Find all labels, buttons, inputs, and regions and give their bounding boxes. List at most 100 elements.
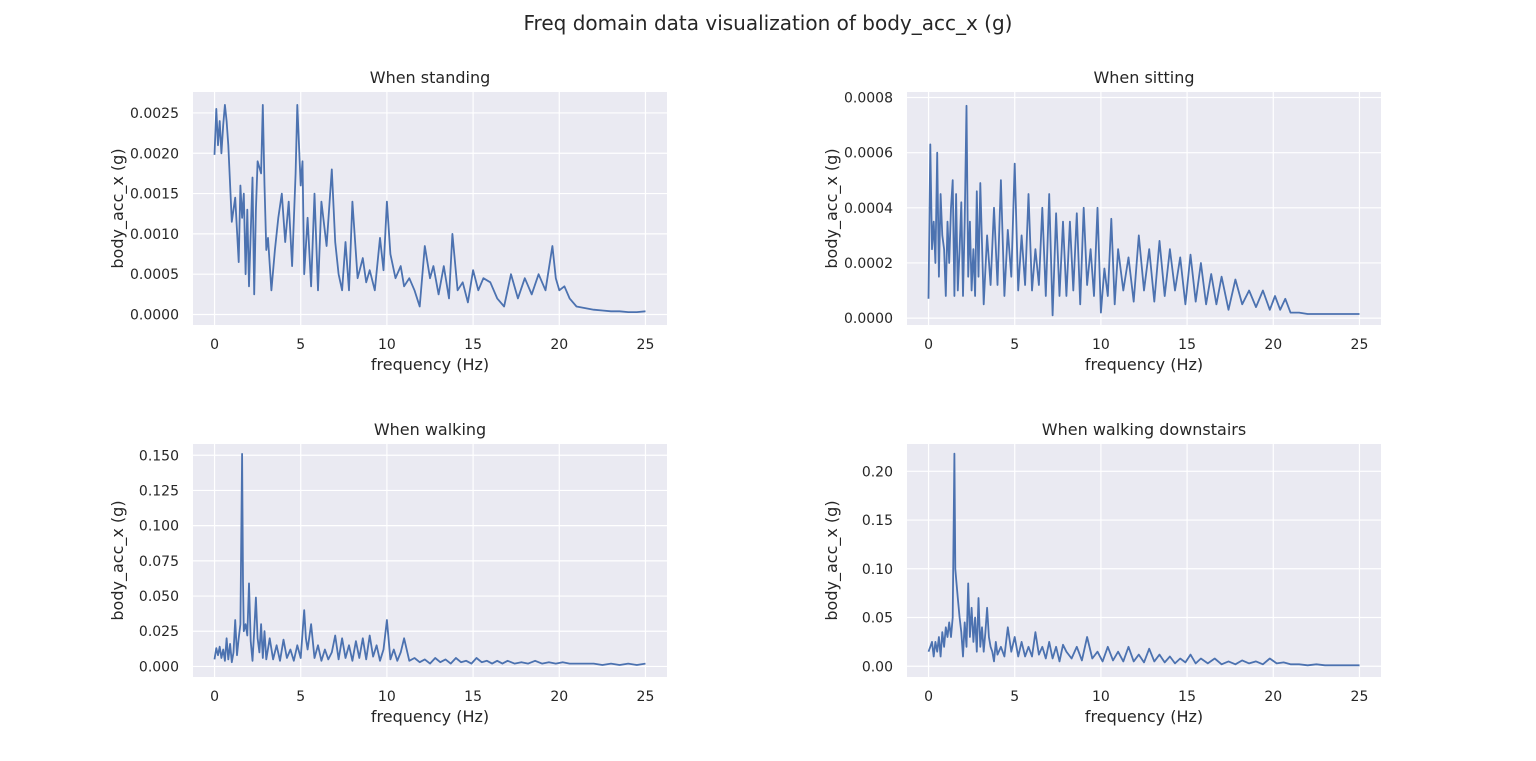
x-tick-label: 25: [637, 337, 655, 353]
data-point: [1000, 646, 1001, 647]
x-tick-label: 0: [924, 689, 933, 705]
data-point: [467, 302, 468, 303]
data-point: [1087, 285, 1088, 286]
data-point: [1123, 661, 1124, 662]
data-point: [321, 660, 322, 661]
data-point: [1164, 662, 1165, 663]
data-point: [1249, 290, 1250, 291]
data-point: [1138, 654, 1139, 655]
data-point: [1169, 656, 1170, 657]
data-point: [971, 290, 972, 291]
data-point: [1256, 307, 1257, 308]
data-point: [481, 662, 482, 663]
data-point: [424, 659, 425, 660]
x-tick-label: 5: [1010, 689, 1019, 705]
data-point: [264, 631, 265, 632]
data-point: [226, 638, 227, 639]
data-point: [1014, 163, 1015, 164]
data-point: [521, 662, 522, 663]
data-point: [1083, 207, 1084, 208]
x-tick-label: 20: [1264, 689, 1282, 705]
data-point: [957, 598, 958, 599]
data-point: [357, 278, 358, 279]
data-point: [443, 266, 444, 267]
data-point: [645, 311, 646, 312]
data-point: [966, 646, 967, 647]
data-point: [400, 652, 401, 653]
data-point: [1269, 658, 1270, 659]
data-point: [1076, 213, 1077, 214]
x-tick-label: 10: [1092, 337, 1110, 353]
data-point: [1021, 641, 1022, 642]
data-point: [430, 278, 431, 279]
data-point: [374, 290, 375, 291]
data-point: [1049, 641, 1050, 642]
data-point: [954, 296, 955, 297]
data-point: [538, 274, 539, 275]
data-point: [414, 290, 415, 291]
data-point: [1154, 661, 1155, 662]
data-point: [259, 652, 260, 653]
data-point: [504, 306, 505, 307]
x-tick-label: 25: [1351, 689, 1369, 705]
data-point: [931, 641, 932, 642]
data-point: [221, 657, 222, 658]
data-point: [1062, 221, 1063, 222]
data-point: [288, 201, 289, 202]
data-point: [359, 657, 360, 658]
data-point: [1175, 290, 1176, 291]
data-point: [1107, 296, 1108, 297]
data-point: [362, 638, 363, 639]
y-tick-label: 0.0000: [844, 311, 893, 327]
data-point: [249, 583, 250, 584]
data-point: [261, 173, 262, 174]
data-point: [1128, 257, 1129, 258]
subplot-walking-downstairs: 0 5 10 15 20 25 0.00 0.05 0.10 0.15 0.20 When walki…: [822, 420, 1381, 726]
data-point: [1333, 665, 1334, 666]
data-point: [352, 201, 353, 202]
data-point: [1269, 309, 1270, 310]
data-point: [619, 665, 620, 666]
data-point: [243, 193, 244, 194]
data-point: [562, 662, 563, 663]
data-point: [944, 249, 945, 250]
data-point: [1128, 646, 1129, 647]
data-point: [433, 266, 434, 267]
data-point: [1169, 249, 1170, 250]
data-point: [404, 638, 405, 639]
data-point: [1097, 207, 1098, 208]
data-point: [305, 638, 306, 639]
data-point: [961, 632, 962, 633]
data-point: [976, 651, 977, 652]
data-point: [424, 245, 425, 246]
data-point: [1195, 301, 1196, 302]
data-point: [1123, 290, 1124, 291]
x-tick-label: 0: [210, 689, 219, 705]
data-point: [964, 622, 965, 623]
data-point: [321, 201, 322, 202]
data-point: [959, 249, 960, 250]
data-point: [524, 278, 525, 279]
data-point: [1011, 651, 1012, 652]
data-point: [933, 221, 934, 222]
x-tick-label: 10: [378, 689, 396, 705]
data-point: [242, 453, 243, 454]
y-tick-label: 0.0010: [130, 227, 179, 243]
data-point: [400, 266, 401, 267]
data-point: [1118, 249, 1119, 250]
data-point: [300, 185, 301, 186]
data-point: [961, 202, 962, 203]
x-tick-label: 15: [1178, 689, 1196, 705]
data-point: [933, 656, 934, 657]
data-point: [937, 152, 938, 153]
data-point: [274, 250, 275, 251]
data-point: [293, 660, 294, 661]
data-point: [266, 659, 267, 660]
data-point: [271, 290, 272, 291]
data-point: [988, 637, 989, 638]
data-point: [957, 290, 958, 291]
x-axis-label: frequency (Hz): [1085, 707, 1203, 726]
data-point: [1299, 664, 1300, 665]
data-point: [602, 665, 603, 666]
data-point: [945, 627, 946, 628]
